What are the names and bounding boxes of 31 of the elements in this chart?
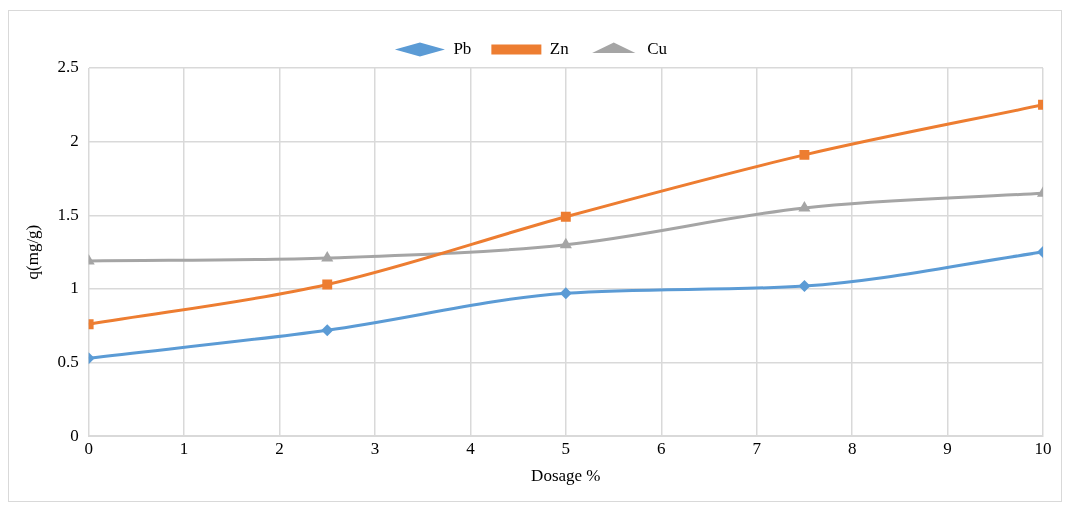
point <box>799 149 810 160</box>
legend-label: Zn <box>549 38 570 58</box>
point <box>798 200 811 212</box>
x-tick-label: 6 <box>657 438 666 458</box>
point <box>559 287 572 300</box>
point <box>322 279 333 290</box>
x-tick-label: 5 <box>561 438 571 458</box>
x-tick-label: 3 <box>370 438 380 458</box>
x-tick-label: 10 <box>1034 438 1052 458</box>
legend-label: Pb <box>453 38 472 58</box>
y-tick-label: 1.5 <box>57 204 79 224</box>
point <box>560 211 571 222</box>
y-tick-label: 2 <box>70 131 79 151</box>
point <box>798 279 811 292</box>
x-tick-label: 8 <box>847 438 857 458</box>
legend-label: Cu <box>647 38 668 58</box>
x-tick-label: 2 <box>275 438 284 458</box>
y-tick-label: 2.5 <box>57 57 79 77</box>
x-tick-label: 7 <box>752 438 762 458</box>
y-tick-label: 0 <box>70 425 79 445</box>
x-axis-title: Dosage % <box>531 466 601 486</box>
y-tick-label: 1 <box>70 278 79 298</box>
point <box>321 324 334 337</box>
point <box>559 237 572 249</box>
y-axis-title: q(mg/g) <box>22 224 42 280</box>
x-tick-label: 4 <box>466 438 476 458</box>
y-tick-label: 0.5 <box>57 352 79 372</box>
x-tick-label: 9 <box>943 438 952 458</box>
point <box>321 250 334 262</box>
x-tick-label: 1 <box>179 438 189 458</box>
x-tick-label: 0 <box>84 438 93 458</box>
